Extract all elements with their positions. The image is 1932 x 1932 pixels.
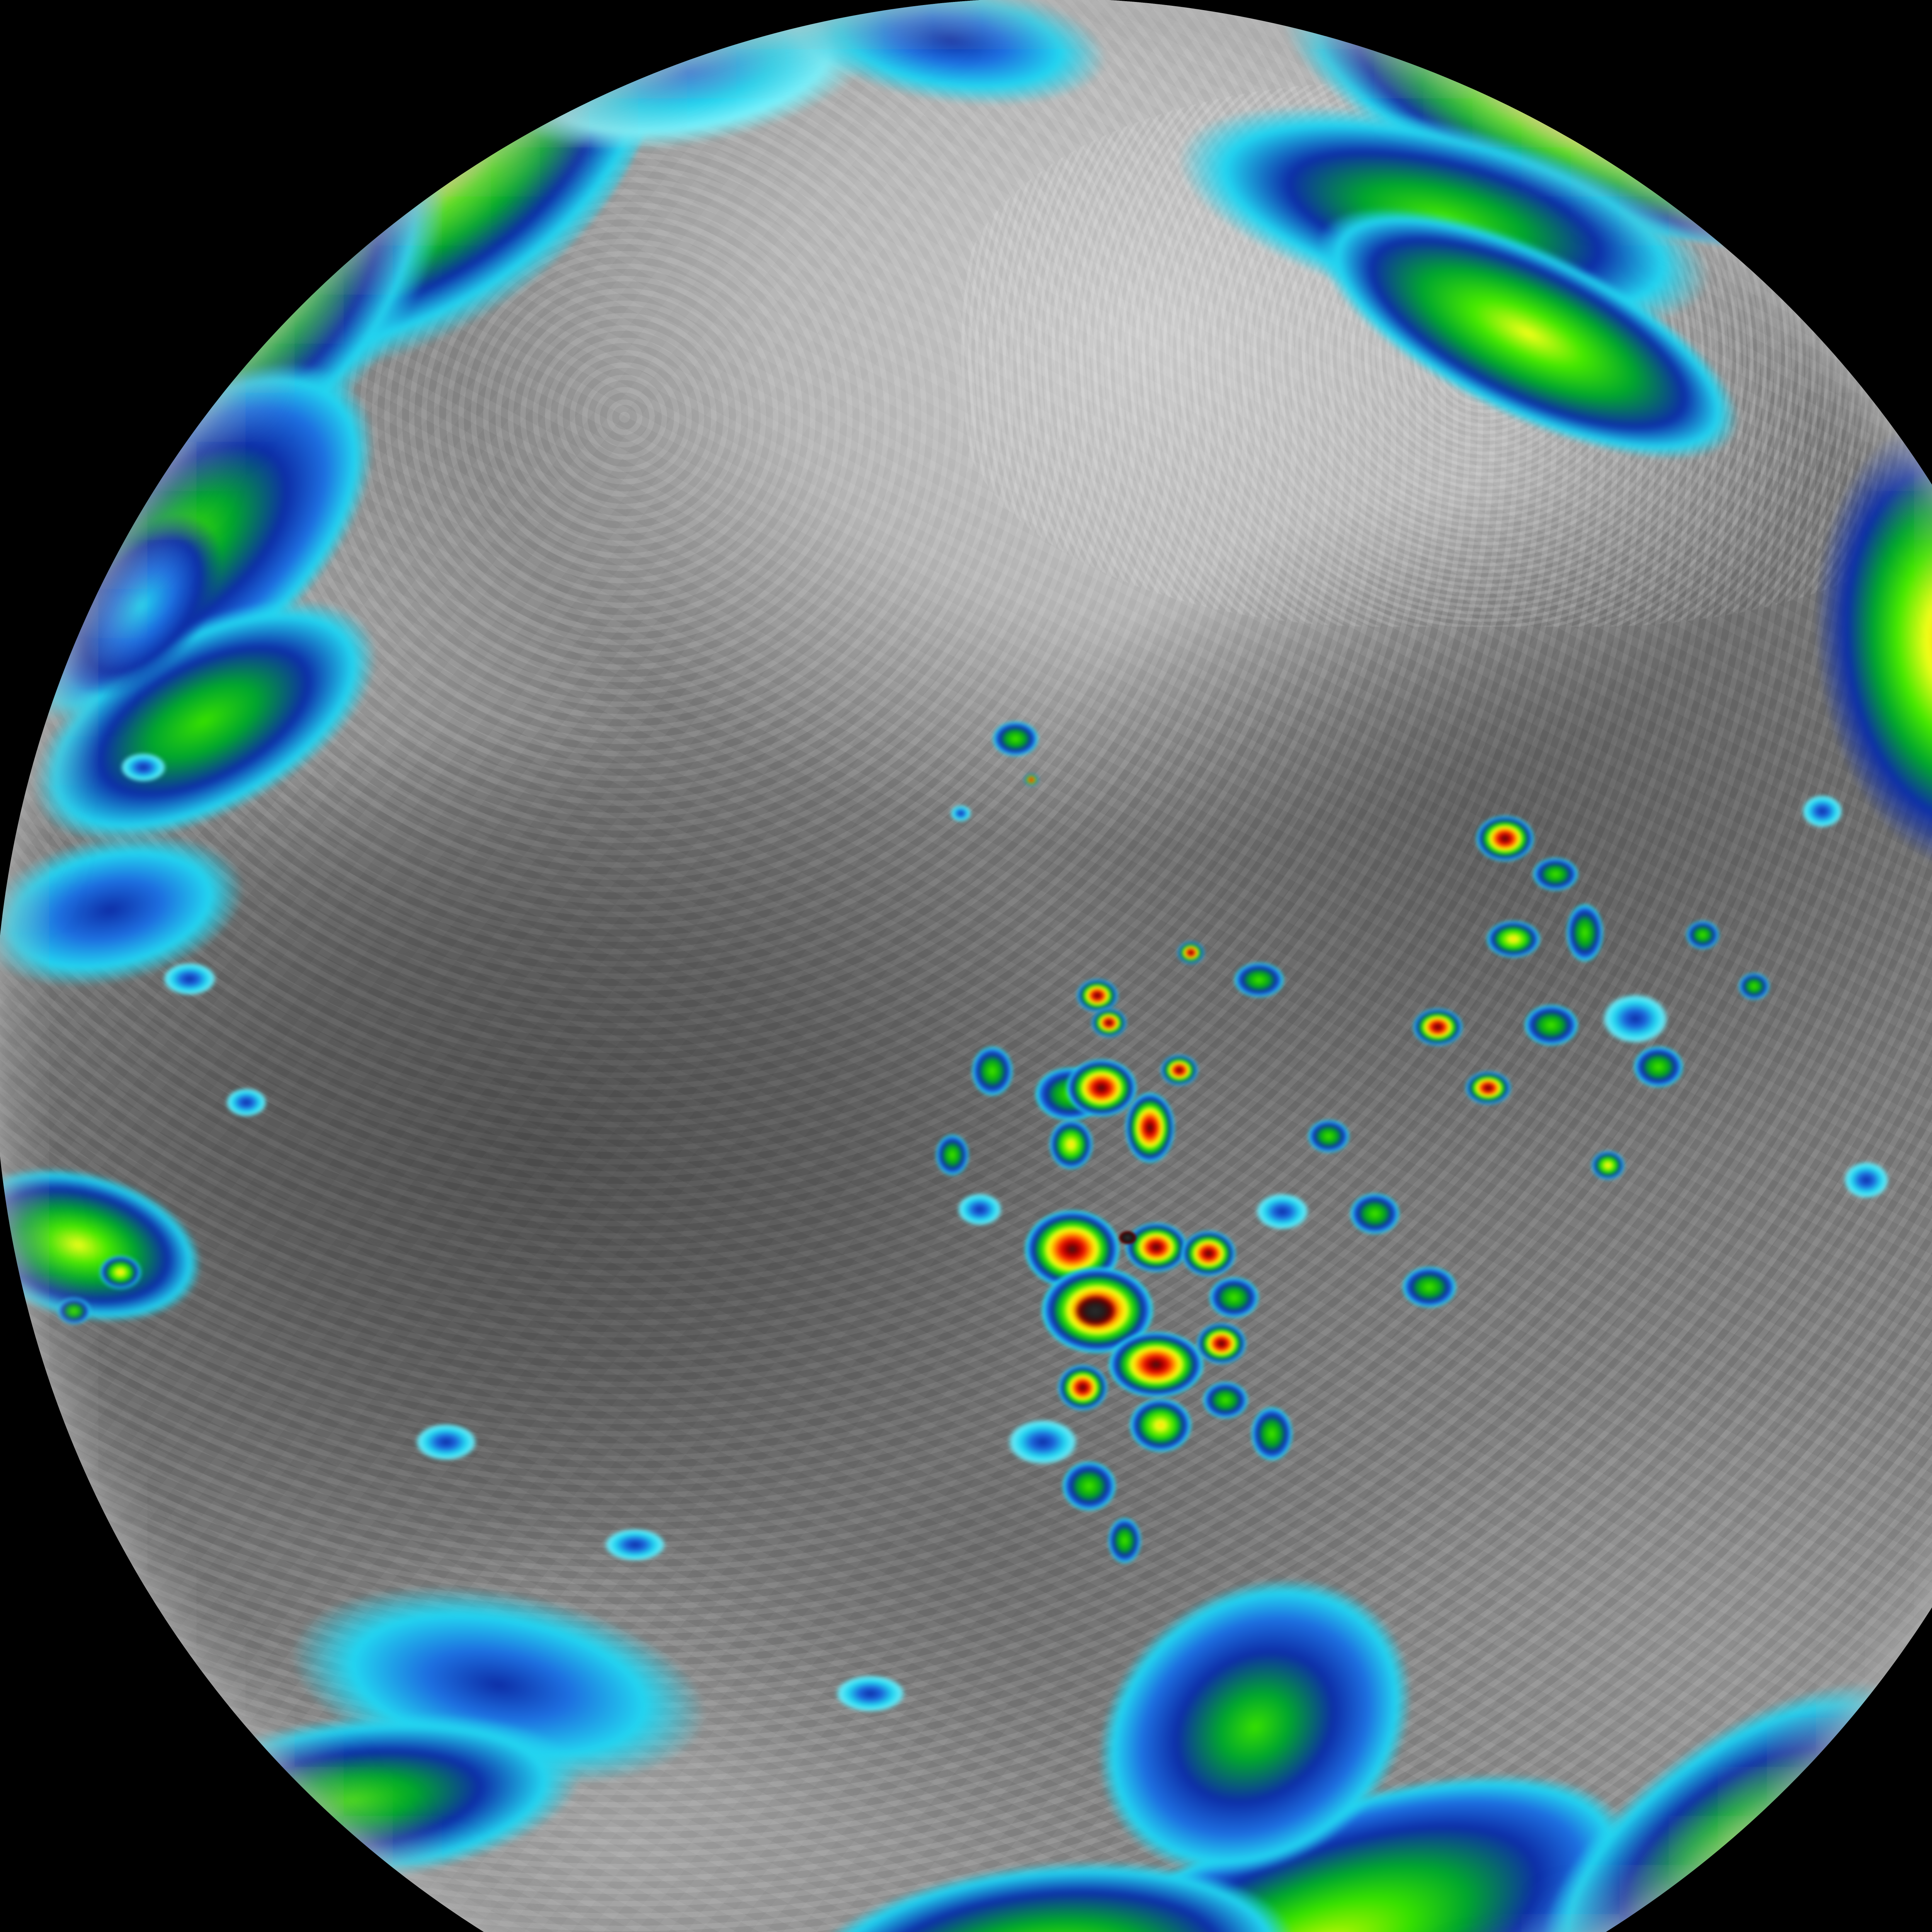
east-convective-a11	[1738, 973, 1770, 1000]
convective-cluster-a3	[1049, 1119, 1094, 1170]
east-convective-a6	[1465, 1071, 1512, 1105]
east-convective-a13	[1402, 1266, 1457, 1308]
west-cell-01	[162, 962, 217, 996]
east-convective-a16	[1591, 1151, 1625, 1180]
south-cell-01	[604, 1528, 667, 1562]
east-convective-a18	[1843, 1161, 1890, 1199]
isolated-cell-02	[1024, 773, 1039, 786]
east-convective-a4	[1566, 903, 1604, 963]
east-convective-a10	[1685, 920, 1719, 950]
coldest-top-secondary	[1118, 1230, 1138, 1245]
convective-cluster-b4	[1209, 1276, 1259, 1319]
east-convective-a2	[1532, 857, 1579, 891]
isolated-cell-05	[1177, 941, 1205, 964]
east-convective-a8	[1602, 993, 1669, 1044]
convective-cluster-c2	[1196, 1322, 1247, 1365]
convective-cluster-c1	[1108, 1331, 1205, 1398]
isolated-cell-06	[1234, 962, 1284, 998]
east-convective-a5	[1412, 1008, 1463, 1046]
east-convective-a7	[1524, 1004, 1579, 1046]
east-convective-a15	[1255, 1192, 1310, 1231]
convective-cluster-a5	[1091, 1008, 1127, 1038]
convective-cluster-d3	[956, 1192, 1003, 1226]
convective-cluster-b2	[1124, 1222, 1188, 1272]
east-convective-a9	[1633, 1046, 1684, 1088]
east-convective-a14	[1307, 1119, 1350, 1153]
convective-cluster-c6	[1250, 1406, 1293, 1461]
convective-cluster-b3	[1181, 1230, 1236, 1277]
west-cell-02	[99, 1255, 141, 1289]
convective-cluster-c4	[1129, 1398, 1192, 1453]
west-cell-03	[57, 1297, 91, 1325]
convective-cluster-c5	[1202, 1381, 1249, 1419]
east-convective-a3	[1486, 920, 1541, 958]
convective-cluster-d2	[935, 1134, 969, 1176]
coldest-top-black-center	[1074, 1295, 1116, 1327]
convective-cluster-a1	[1066, 1058, 1138, 1117]
isolated-cell-04	[1076, 979, 1119, 1013]
south-cell-03	[835, 1675, 906, 1713]
east-convective-a1	[1475, 815, 1535, 862]
south-cell-02	[1108, 1517, 1142, 1564]
convective-cluster-d4	[1007, 1419, 1078, 1465]
isolated-cell-03	[950, 805, 971, 822]
south-cell-04	[414, 1423, 478, 1461]
west-cell-04	[225, 1088, 267, 1117]
convective-cluster-d5	[1061, 1461, 1116, 1512]
convective-cluster-d1	[971, 1046, 1014, 1097]
convective-cluster-c3	[1057, 1364, 1108, 1411]
convective-cluster-a4	[1160, 1054, 1198, 1086]
east-convective-a12	[1349, 1192, 1400, 1235]
convective-cluster-a2	[1124, 1092, 1175, 1163]
west-cell-05	[120, 752, 167, 782]
isolated-cell-01	[992, 721, 1039, 757]
east-convective-a17	[1801, 794, 1844, 828]
